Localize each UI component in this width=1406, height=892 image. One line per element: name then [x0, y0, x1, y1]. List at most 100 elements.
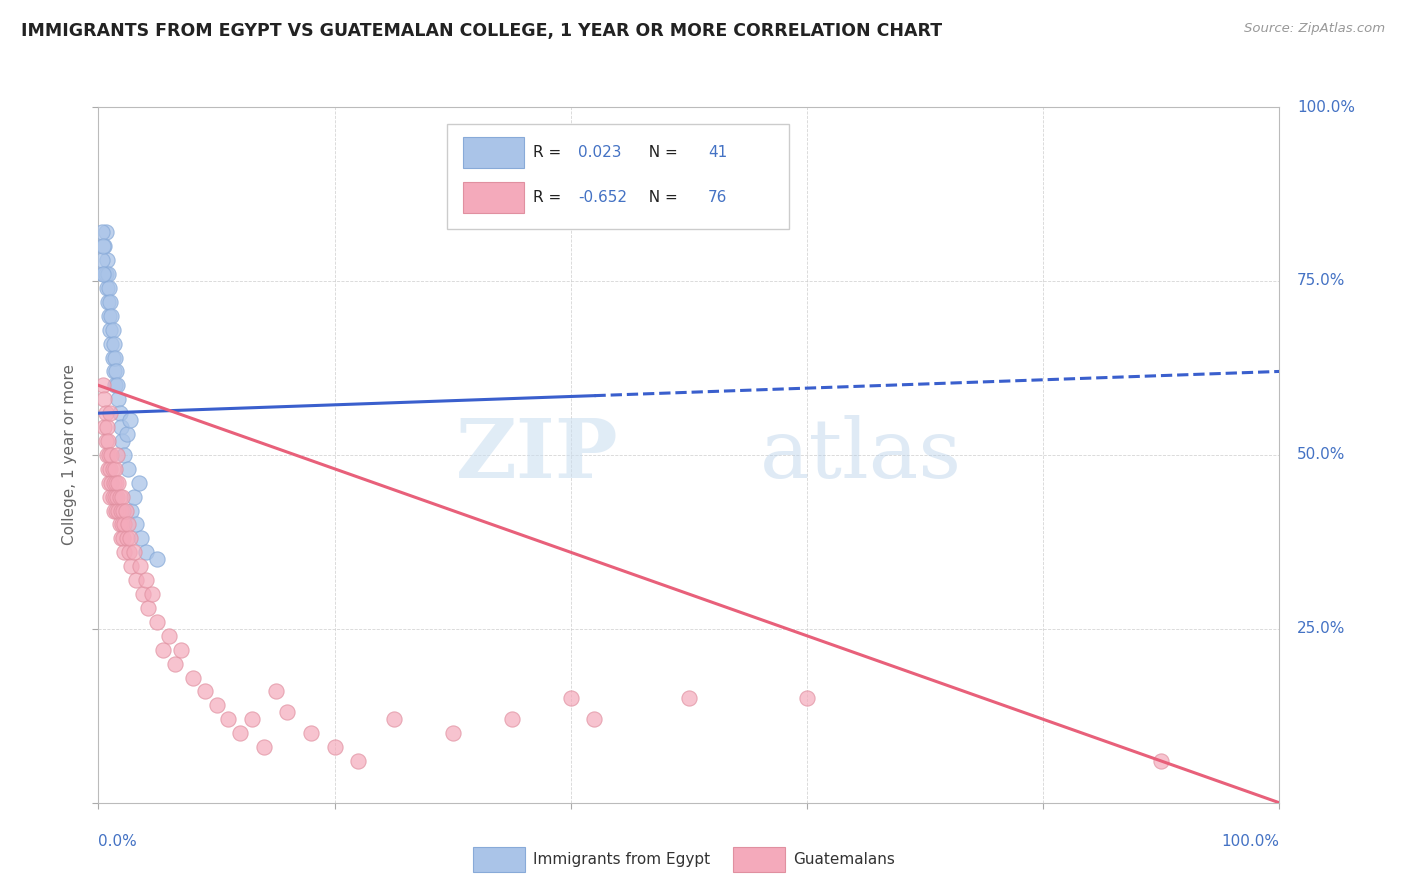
Point: [104, 462, 127, 476]
Point: [100, 475, 122, 490]
Text: ZIP: ZIP: [456, 415, 619, 495]
Point: [117, 462, 139, 476]
Point: [96, 448, 118, 462]
Text: Guatemalans: Guatemalans: [793, 853, 894, 867]
Point: [96, 281, 118, 295]
Point: [98, 309, 121, 323]
Point: [114, 503, 136, 517]
Point: [97, 267, 120, 281]
Point: [103, 475, 125, 490]
Point: [98, 281, 121, 295]
Point: [111, 517, 134, 532]
Point: [101, 351, 124, 365]
Point: [229, 726, 252, 740]
Point: [122, 490, 145, 504]
Point: [105, 503, 128, 517]
Point: [94, 406, 117, 420]
Point: [104, 378, 127, 392]
Point: [98, 406, 121, 420]
Point: [91, 253, 114, 268]
Text: N =: N =: [640, 145, 683, 160]
Point: [117, 517, 139, 532]
Point: [157, 629, 180, 643]
Point: [96, 253, 118, 268]
Point: [105, 475, 128, 490]
Point: [103, 503, 125, 517]
Point: [112, 517, 135, 532]
Text: R =: R =: [533, 190, 567, 205]
Point: [97, 294, 120, 309]
Point: [107, 503, 129, 517]
Point: [560, 691, 582, 706]
Point: [120, 532, 142, 546]
Text: Source: ZipAtlas.com: Source: ZipAtlas.com: [1244, 22, 1385, 36]
Point: [382, 712, 405, 726]
Point: [125, 517, 148, 532]
Point: [129, 532, 152, 546]
Point: [217, 712, 239, 726]
Point: [93, 267, 115, 281]
Point: [93, 239, 115, 253]
Point: [299, 726, 322, 740]
Point: [111, 490, 134, 504]
Point: [112, 532, 135, 546]
Y-axis label: College, 1 year or more: College, 1 year or more: [62, 365, 77, 545]
Point: [101, 462, 124, 476]
Point: [96, 420, 118, 434]
Point: [128, 475, 150, 490]
Point: [1150, 754, 1173, 768]
Point: [98, 490, 121, 504]
Point: [101, 490, 124, 504]
Point: [132, 587, 155, 601]
Point: [105, 490, 128, 504]
Point: [501, 712, 523, 726]
Point: [105, 448, 128, 462]
Point: [108, 490, 131, 504]
Point: [98, 294, 121, 309]
FancyBboxPatch shape: [733, 847, 785, 872]
Point: [135, 545, 157, 559]
Point: [107, 475, 129, 490]
Point: [108, 406, 131, 420]
FancyBboxPatch shape: [464, 182, 523, 213]
Point: [98, 475, 121, 490]
Point: [98, 448, 121, 462]
Point: [105, 378, 128, 392]
Point: [93, 420, 115, 434]
Text: IMMIGRANTS FROM EGYPT VS GUATEMALAN COLLEGE, 1 YEAR OR MORE CORRELATION CHART: IMMIGRANTS FROM EGYPT VS GUATEMALAN COLL…: [21, 22, 942, 40]
Point: [152, 642, 174, 657]
Point: [136, 601, 159, 615]
Point: [253, 740, 276, 755]
Point: [91, 378, 114, 392]
Point: [108, 517, 131, 532]
Point: [141, 587, 163, 601]
Text: 100.0%: 100.0%: [1298, 100, 1355, 114]
Text: R =: R =: [533, 145, 567, 160]
Point: [91, 267, 114, 281]
Point: [240, 712, 263, 726]
Text: 100.0%: 100.0%: [1222, 834, 1279, 849]
Point: [97, 462, 120, 476]
Point: [110, 420, 132, 434]
Point: [112, 448, 135, 462]
FancyBboxPatch shape: [472, 847, 524, 872]
Point: [105, 364, 128, 378]
Text: 25.0%: 25.0%: [1298, 622, 1346, 636]
Point: [112, 503, 135, 517]
Point: [170, 642, 193, 657]
Point: [112, 545, 135, 559]
Point: [115, 427, 138, 442]
Point: [94, 434, 117, 448]
Point: [110, 503, 132, 517]
Point: [264, 684, 287, 698]
Text: 0.0%: 0.0%: [98, 834, 138, 849]
FancyBboxPatch shape: [447, 124, 789, 229]
Point: [115, 532, 138, 546]
Point: [121, 559, 143, 574]
Point: [205, 698, 228, 713]
Point: [111, 434, 134, 448]
Text: Immigrants from Egypt: Immigrants from Egypt: [533, 853, 710, 867]
Point: [91, 225, 114, 239]
Point: [103, 336, 125, 351]
Point: [104, 351, 127, 365]
